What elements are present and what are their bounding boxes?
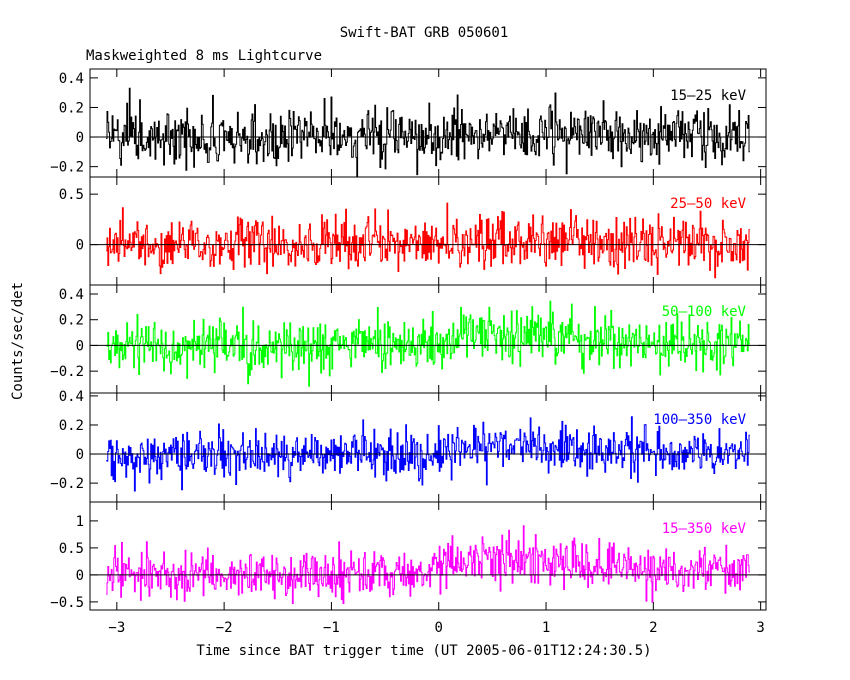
y-axis-label: Counts/sec/det: [10, 282, 26, 400]
y-tick-label: 0: [76, 338, 84, 354]
y-tick-label: 1: [76, 514, 84, 530]
x-tick-label: 1: [542, 620, 550, 636]
series-line-3: [106, 300, 750, 387]
y-tick-label: 0: [76, 130, 84, 146]
y-tick-label: −0.5: [50, 595, 84, 611]
x-tick-label: −2: [216, 620, 233, 636]
series-label-3: 50–100 keV: [662, 304, 747, 320]
panel-2: 0 0.5 25–50 keV: [59, 176, 767, 286]
panel-3: −0.2 0 0.2 0.4 50–100 keV: [50, 284, 767, 394]
panel-5: −0.5 0 0.5 1 15–350 keV: [50, 501, 767, 611]
series-label-4: 100–350 keV: [653, 412, 746, 428]
series-label-5: 15–350 keV: [662, 521, 747, 537]
panel-frame-5: [89, 501, 767, 611]
y-tick-label: −0.2: [50, 476, 84, 492]
panel-1: −0.2 0 0.2 0.4 15–25 keV: [50, 68, 767, 178]
y-tick-label: 0: [76, 447, 84, 463]
chart-title: Swift-BAT GRB 050601: [340, 25, 509, 41]
series-label-1: 15–25 keV: [670, 88, 746, 104]
y-tick-label: 0: [76, 238, 84, 254]
y-tick-label: 0.4: [59, 71, 84, 87]
y-tick-label: 0.2: [59, 100, 84, 116]
series-line-1: [106, 87, 750, 177]
x-tick-label: 0: [435, 620, 443, 636]
x-tick-label: −3: [108, 620, 125, 636]
x-tick-label: −1: [323, 620, 340, 636]
x-tick-label: 2: [649, 620, 657, 636]
x-tick-label: 3: [756, 620, 764, 636]
chart-subtitle: Maskweighted 8 ms Lightcurve: [86, 48, 322, 64]
y-tick-label: 0: [76, 568, 84, 584]
series-line-2: [106, 202, 750, 279]
y-tick-label: −0.2: [50, 160, 84, 176]
series-line-5: [106, 525, 750, 604]
y-tick-label: 0.2: [59, 418, 84, 434]
y-tick-label: 0.4: [59, 287, 84, 303]
panels-group: −0.2 0 0.2 0.4 15–25 keV 0 0.5 25–50 keV −0.2 0 0.…: [50, 68, 767, 636]
series-line-4: [106, 416, 750, 492]
y-tick-label: 0.5: [59, 541, 84, 557]
y-tick-label: 0.5: [59, 187, 84, 203]
y-tick-label: 0.4: [59, 389, 84, 405]
panel-4: −0.2 0 0.2 0.4 100–350 keV: [50, 389, 767, 503]
y-tick-label: −0.2: [50, 364, 84, 380]
x-axis-label: Time since BAT trigger time (UT 2005-06-…: [196, 643, 651, 659]
y-tick-label: 0.2: [59, 313, 84, 329]
series-label-2: 25–50 keV: [670, 196, 746, 212]
